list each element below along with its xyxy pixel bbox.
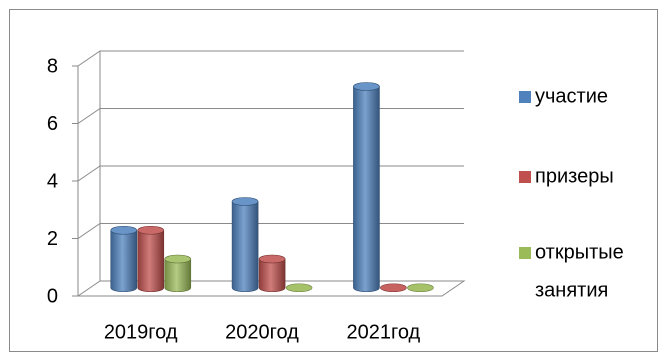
y-axis: 0 2 4 6 8 xyxy=(47,55,79,307)
chart-gridlines xyxy=(77,50,464,239)
legend-swatch xyxy=(519,91,531,103)
legend-item: открытые занятия xyxy=(519,241,624,301)
bar xyxy=(353,82,380,293)
legend-label: занятия xyxy=(535,279,608,301)
x-category-label: 2021год xyxy=(346,321,420,343)
legend-swatch xyxy=(519,247,531,259)
x-category-label: 2020год xyxy=(225,321,299,343)
legend-swatch xyxy=(519,171,531,183)
bar xyxy=(380,283,407,293)
bar xyxy=(164,254,192,293)
x-axis: 2019год 2020год 2021год xyxy=(78,295,442,343)
gridline xyxy=(77,165,464,182)
bar xyxy=(407,283,434,293)
legend-label: открытые xyxy=(535,241,624,263)
chart-frame xyxy=(9,9,658,352)
y-tick-label: 2 xyxy=(47,228,58,250)
gridline xyxy=(77,108,464,124)
legend-item: призеры xyxy=(519,165,614,187)
chart-bars xyxy=(110,82,434,293)
bar xyxy=(285,283,313,293)
gridline xyxy=(77,223,464,239)
y-tick-label: 4 xyxy=(47,170,58,192)
y-tick-label: 8 xyxy=(47,55,58,77)
chart-legend: участие призеры открытые занятия xyxy=(519,85,624,301)
bar xyxy=(110,225,138,293)
bar xyxy=(137,225,165,293)
legend-item: участие xyxy=(519,85,608,107)
gridline xyxy=(77,50,464,67)
y-tick-label: 0 xyxy=(47,285,58,307)
x-category-label: 2019год xyxy=(104,321,178,343)
y-tick-label: 6 xyxy=(47,113,58,135)
legend-label: участие xyxy=(535,85,608,107)
bar xyxy=(231,197,259,293)
legend-label: призеры xyxy=(535,165,614,187)
bar xyxy=(258,254,286,293)
